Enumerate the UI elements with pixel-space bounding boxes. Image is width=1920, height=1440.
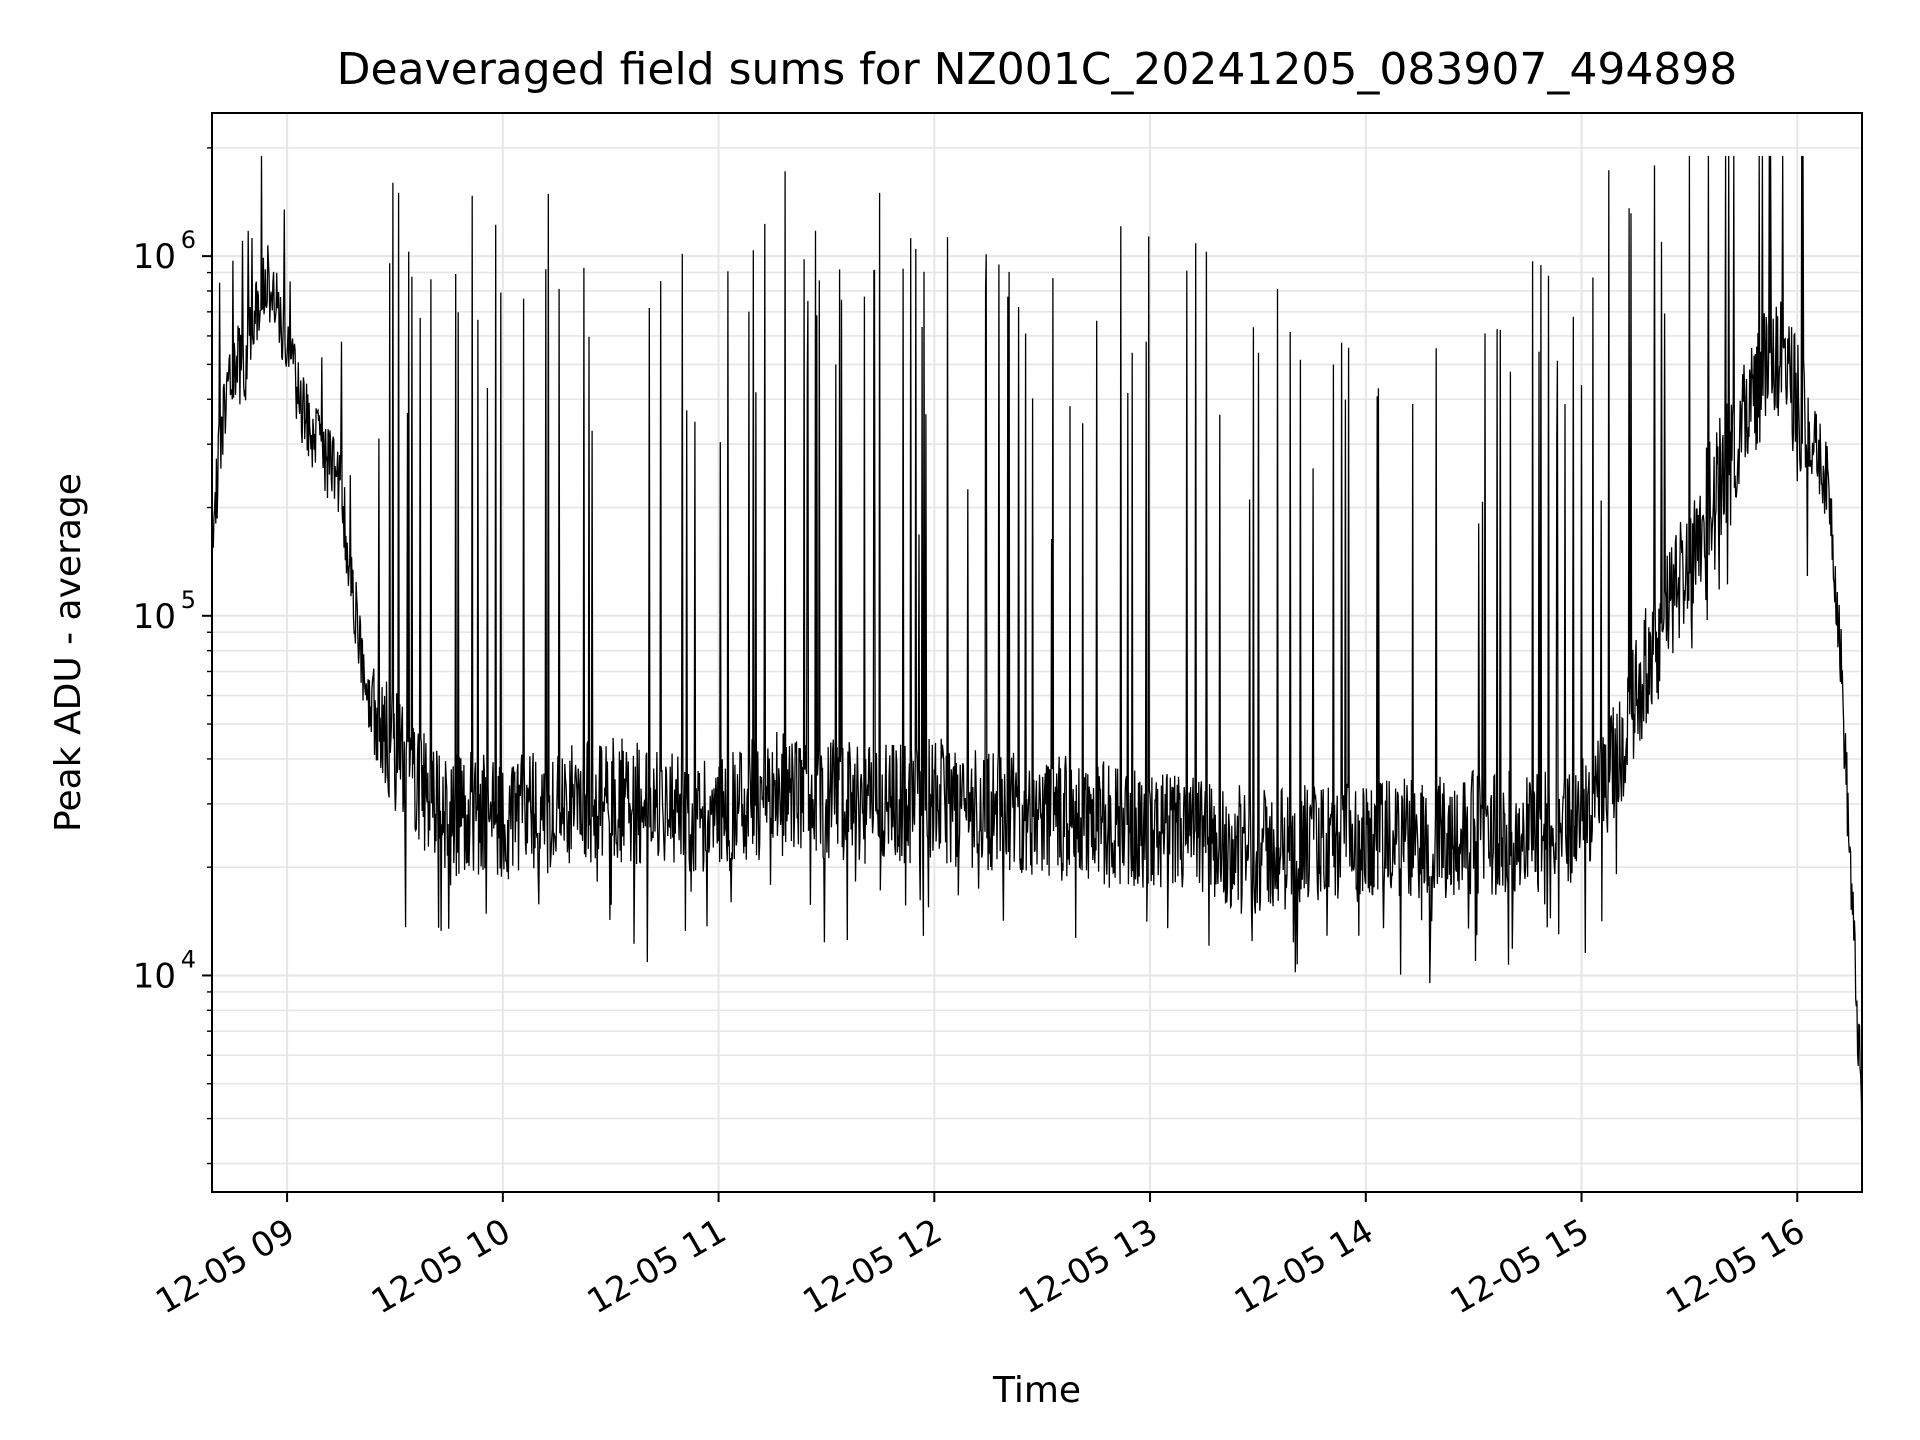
series-layer — [211, 155, 1863, 1164]
plot-frame — [211, 112, 1863, 1193]
y-axis-label: Peak ADU - average — [48, 473, 89, 832]
series-line — [211, 155, 1863, 1164]
y-tick-label: 10 — [133, 956, 176, 996]
y-tick-exponent: 4 — [181, 945, 196, 973]
y-tick-base: 10 — [133, 237, 176, 277]
chart-title: Deaveraged field sums for NZ001C_2024120… — [337, 44, 1738, 95]
y-tick-exponent: 6 — [181, 226, 196, 254]
y-tick-label: 10 — [133, 237, 176, 277]
y-tick-exponent: 5 — [181, 586, 196, 614]
y-tick-label: 10 — [133, 597, 176, 637]
x-axis-label: Time — [992, 1370, 1081, 1411]
y-tick-base: 10 — [133, 956, 176, 996]
y-tick-base: 10 — [133, 597, 176, 637]
